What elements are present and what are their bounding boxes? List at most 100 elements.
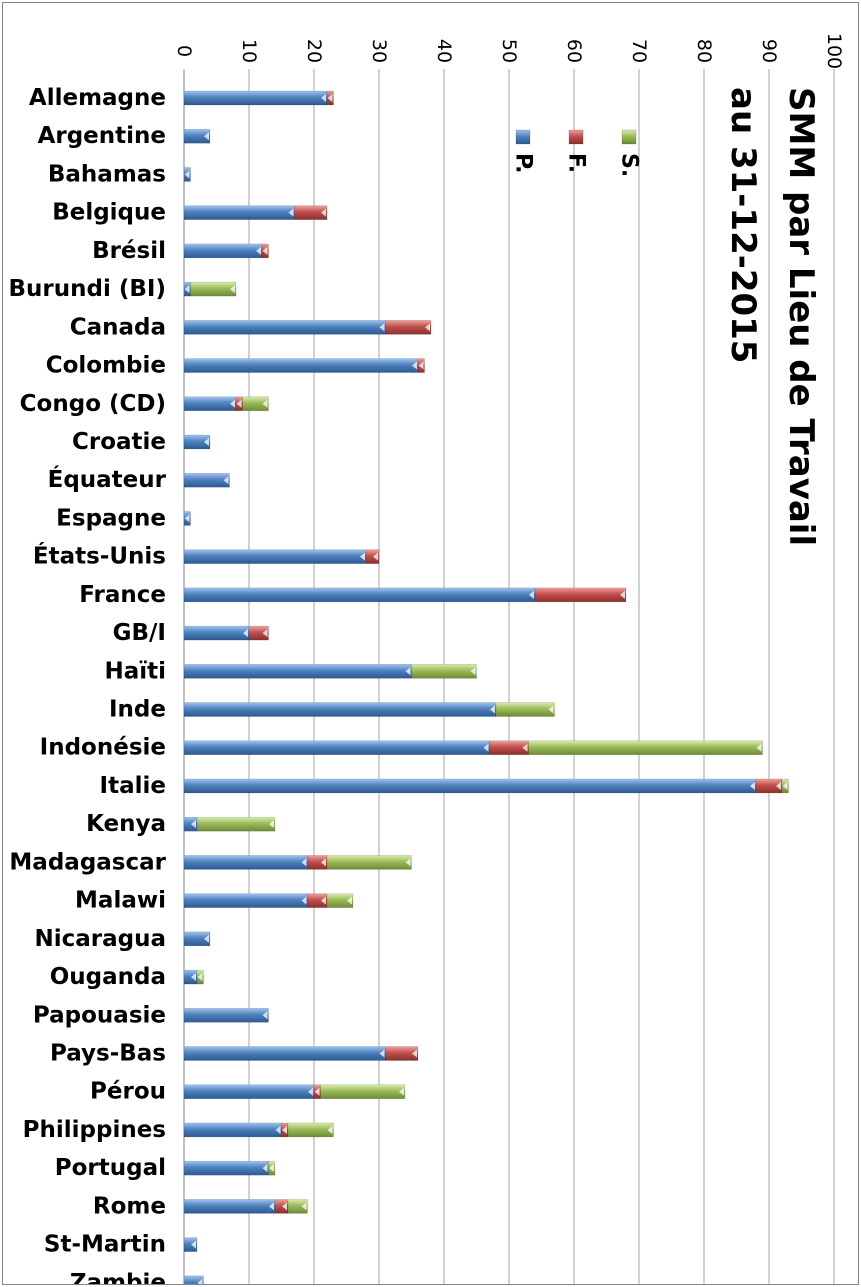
bar-end-bevel bbox=[269, 1202, 274, 1211]
bar-indonesie-p bbox=[183, 740, 490, 756]
bar-gb-i-f bbox=[248, 625, 269, 641]
bar-end-bevel bbox=[412, 361, 417, 370]
category-label-france: France bbox=[79, 582, 166, 608]
bar-end-bevel bbox=[204, 437, 209, 446]
x-tick-label-20: 20 bbox=[303, 39, 325, 63]
bar-end-bevel bbox=[191, 1240, 196, 1249]
bar-end-bevel bbox=[275, 1125, 281, 1134]
category-label-bahamas: Bahamas bbox=[48, 161, 166, 187]
bar-france-f bbox=[534, 587, 627, 603]
bar-kenya-s bbox=[196, 816, 276, 832]
bar-end-bevel bbox=[548, 705, 554, 714]
category-label-malawi: Malawi bbox=[75, 888, 166, 914]
category-label-bresil: Brésil bbox=[92, 238, 166, 264]
legend-swatch-f bbox=[568, 129, 584, 145]
category-axis-labels: Allemagne Argentine Bahamas Belgique Brésil B… bbox=[9, 85, 167, 1284]
title-line-1: SMM par Lieu de Travail bbox=[781, 87, 821, 546]
category-label-zambie: Zambie bbox=[70, 1270, 166, 1284]
bar-argentine-p bbox=[183, 128, 211, 144]
bar-congo-cd-s bbox=[242, 396, 269, 412]
bar-croatie-p bbox=[183, 434, 211, 450]
bar-end-bevel bbox=[301, 858, 307, 867]
bar-haiti-p bbox=[183, 663, 412, 679]
bar-end-bevel bbox=[314, 1087, 320, 1096]
bar-end-bevel bbox=[262, 629, 268, 638]
category-label-gb-i: GB/I bbox=[113, 620, 166, 646]
bar-end-bevel bbox=[620, 590, 625, 599]
bar-perou-s bbox=[320, 1084, 406, 1100]
bar-rome-s bbox=[287, 1199, 308, 1214]
bar-end-bevel bbox=[327, 94, 333, 102]
legend-label-s: S. bbox=[617, 153, 642, 177]
bar-end-bevel bbox=[262, 1164, 268, 1173]
bar-congo-cd-p bbox=[183, 396, 237, 412]
bar-philippines-s bbox=[287, 1122, 334, 1138]
bar-end-bevel bbox=[301, 896, 307, 905]
bar-st-martin-p bbox=[183, 1237, 198, 1252]
category-label-equateur: Équateur bbox=[48, 465, 167, 493]
bar-end-bevel bbox=[379, 1049, 385, 1058]
bar-etats-unis-f bbox=[365, 549, 380, 564]
bar-end-bevel bbox=[756, 743, 762, 752]
bar-end-bevel bbox=[425, 323, 430, 332]
bar-france-p bbox=[183, 587, 536, 603]
bar-rome-p bbox=[183, 1199, 276, 1214]
bar-end-bevel bbox=[490, 705, 495, 714]
bar-end-bevel bbox=[282, 1125, 287, 1134]
bar-end-bevel bbox=[483, 743, 489, 752]
bar-end-bevel bbox=[412, 1049, 417, 1058]
bar-etats-unis-p bbox=[183, 549, 367, 564]
bar-end-bevel bbox=[470, 667, 476, 676]
bar-bresil-p bbox=[183, 243, 263, 259]
bar-philippines-p bbox=[183, 1122, 282, 1138]
bar-end-bevel bbox=[522, 743, 528, 752]
category-label-colombie: Colombie bbox=[46, 353, 166, 379]
legend-swatch-p bbox=[515, 129, 531, 145]
bar-end-bevel bbox=[282, 1202, 287, 1211]
category-label-st-martin: St-Martin bbox=[44, 1232, 166, 1258]
category-label-belgique: Belgique bbox=[52, 200, 166, 226]
bar-end-bevel bbox=[301, 1202, 307, 1211]
bar-end-bevel bbox=[197, 973, 203, 982]
category-label-congo-cd: Congo (CD) bbox=[20, 391, 166, 417]
category-label-etats-unis: États-Unis bbox=[33, 542, 166, 570]
category-label-espagne: Espagne bbox=[56, 505, 166, 531]
bar-end-bevel bbox=[269, 820, 274, 829]
bar-end-bevel bbox=[197, 1278, 203, 1284]
bar-end-bevel bbox=[321, 208, 326, 217]
bar-end-bevel bbox=[288, 208, 294, 217]
bar-malawi-s bbox=[326, 893, 354, 908]
bar-belgique-f bbox=[294, 205, 328, 220]
title-line-2: au 31-12-2015 bbox=[723, 87, 763, 363]
bar-end-bevel bbox=[184, 170, 190, 179]
category-label-burundi-bi: Burundi (BI) bbox=[9, 276, 166, 302]
category-label-papouasie: Papouasie bbox=[33, 1002, 166, 1028]
bar-inde-p bbox=[183, 702, 497, 717]
bar-end-bevel bbox=[321, 94, 326, 102]
bar-papouasie-p bbox=[183, 1007, 269, 1023]
category-label-haiti: Haïti bbox=[104, 658, 166, 684]
legend-swatch-s bbox=[621, 129, 637, 145]
bar-end-bevel bbox=[191, 820, 196, 829]
bar-end-bevel bbox=[262, 246, 268, 255]
x-tick-label-10: 10 bbox=[238, 39, 260, 63]
x-tick-label-70: 70 bbox=[628, 39, 650, 63]
bar-end-bevel bbox=[184, 514, 190, 523]
bar-end-bevel bbox=[399, 1087, 404, 1096]
bar-equateur-p bbox=[183, 472, 230, 488]
bar-allemagne-p bbox=[183, 90, 328, 106]
legend-label-p: P. bbox=[511, 153, 536, 173]
x-tick-label-80: 80 bbox=[693, 39, 715, 63]
category-label-canada: Canada bbox=[70, 314, 166, 340]
bar-portugal-p bbox=[183, 1160, 269, 1176]
bar-haiti-s bbox=[411, 663, 477, 679]
bar-end-bevel bbox=[269, 1164, 274, 1173]
bar-end-bevel bbox=[236, 399, 242, 408]
bar-burundi-bi-s bbox=[190, 281, 237, 297]
bar-end-bevel bbox=[243, 629, 248, 638]
bar-end-bevel bbox=[262, 1011, 268, 1020]
bar-italie-p bbox=[183, 778, 757, 794]
bar-end-bevel bbox=[184, 285, 190, 294]
category-label-ouganda: Ouganda bbox=[50, 964, 166, 990]
